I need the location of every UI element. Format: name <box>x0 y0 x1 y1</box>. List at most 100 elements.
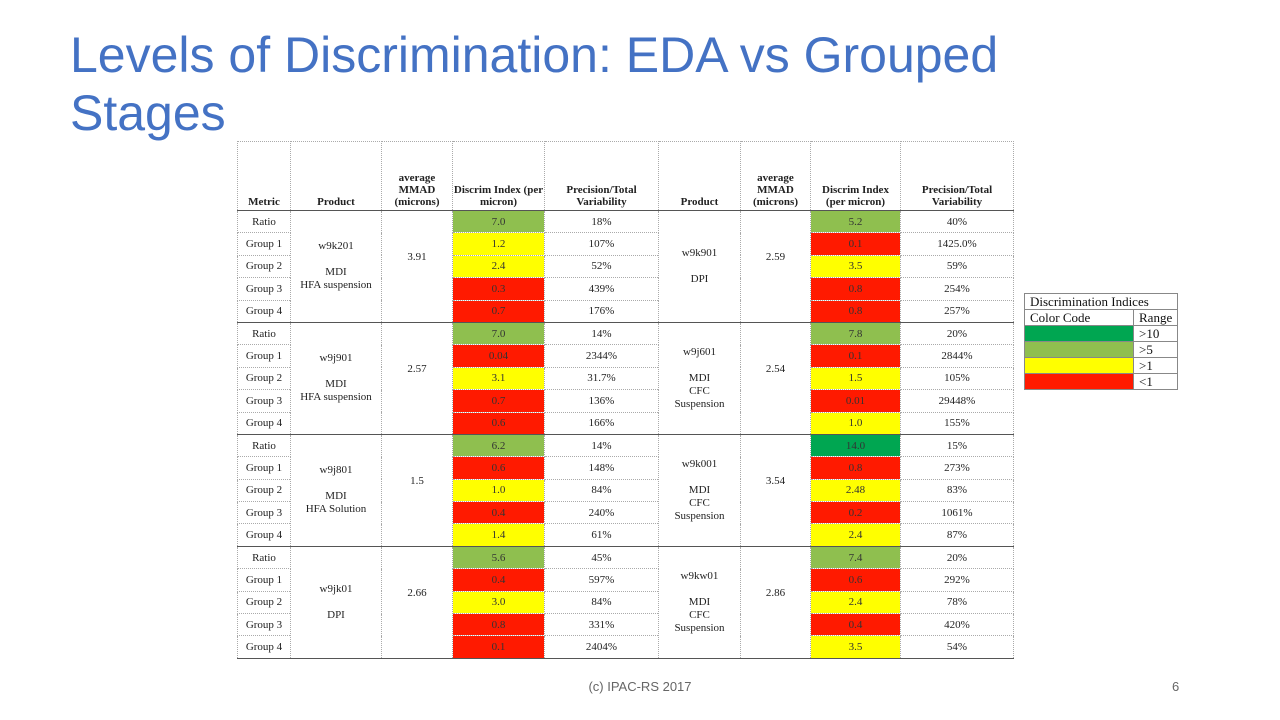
product-line: MDI <box>325 490 347 503</box>
column-header: average MMAD (microns) <box>381 141 453 211</box>
legend-range: >1 <box>1132 357 1179 374</box>
discrim-index-cell: 0.8 <box>452 613 545 637</box>
product-line: w9j801 <box>319 464 353 477</box>
product-line: w9k201 <box>318 240 354 253</box>
table-header-row: Metric Product average MMAD (microns) Discr… <box>237 141 1014 211</box>
metric-cell: Ratio <box>237 209 291 234</box>
metric-cell: Group 1 <box>237 344 291 368</box>
metric-cell: Group 3 <box>237 277 291 301</box>
metric-cell: Group 3 <box>237 501 291 525</box>
discrim-index-cell: 7.8 <box>810 321 901 346</box>
precision-cell: 14% <box>544 433 659 458</box>
legend-title: Discrimination Indices <box>1023 293 1179 310</box>
table-row: Group 2 3.1 31.7% 1.5 105% <box>237 366 1014 391</box>
column-header: Precision/Total Variability <box>544 141 659 211</box>
legend-swatch <box>1024 373 1134 390</box>
precision-cell: 84% <box>544 478 659 503</box>
precision-cell: 136% <box>544 389 659 413</box>
discrim-index-cell: 0.7 <box>452 389 545 413</box>
table-row: Group 2 1.0 84% 2.48 83% <box>237 478 1014 503</box>
precision-cell: 597% <box>544 568 659 592</box>
product-line: HFA Solution <box>305 503 367 516</box>
precision-cell: 176% <box>544 299 659 323</box>
legend-row: >5 <box>1024 341 1179 358</box>
discrim-index-cell: 3.1 <box>452 366 545 391</box>
legend-swatch <box>1024 341 1134 358</box>
product-line: w9jk01 <box>319 582 353 595</box>
legend-header: Color Code <box>1024 309 1134 326</box>
product-line: Suspension <box>674 621 725 634</box>
product-line: MDI <box>688 483 711 496</box>
discrimination-table: Metric Product average MMAD (microns) Discr… <box>237 141 1014 659</box>
legend-row: <1 <box>1024 373 1179 390</box>
discrim-index-cell: 0.3 <box>452 277 545 301</box>
legend-row: >10 <box>1024 325 1179 342</box>
mmad-cell: 3.91 <box>381 210 453 323</box>
precision-cell: 292% <box>900 568 1014 592</box>
discrim-index-cell: 0.1 <box>810 232 901 256</box>
table-row: Group 3 0.4 240% 0.2 1061% <box>237 501 1014 525</box>
legend-range: >5 <box>1132 341 1179 358</box>
metric-cell: Group 1 <box>237 456 291 480</box>
product-cell: w9j601 MDI CFC Suspension <box>658 321 741 435</box>
precision-cell: 1061% <box>900 501 1014 525</box>
mmad-cell: 2.66 <box>381 545 453 659</box>
product-line: MDI <box>325 266 347 279</box>
precision-cell: 31.7% <box>544 366 659 391</box>
precision-cell: 14% <box>544 321 659 346</box>
mmad-cell: 3.54 <box>740 433 811 547</box>
mmad-cell: 2.54 <box>740 321 811 435</box>
legend-swatch <box>1024 325 1134 342</box>
discrim-index-cell: 0.04 <box>452 344 545 368</box>
discrim-index-cell: 3.5 <box>810 254 901 279</box>
precision-cell: 273% <box>900 456 1014 480</box>
mmad-cell: 2.59 <box>740 210 811 323</box>
precision-cell: 155% <box>900 411 1014 435</box>
legend-title-row: Discrimination Indices <box>1023 293 1179 310</box>
legend-range: <1 <box>1132 373 1179 390</box>
table-row: Group 3 0.7 136% 0.01 29448% <box>237 389 1014 413</box>
metric-cell: Group 2 <box>237 478 291 503</box>
product-cell: w9j801 MDI HFA Solution <box>290 433 382 547</box>
precision-cell: 240% <box>544 501 659 525</box>
column-header: Discrim Index (per micron) <box>810 141 901 211</box>
discrim-index-cell: 0.6 <box>810 568 901 592</box>
metric-cell: Group 3 <box>237 613 291 637</box>
discrim-index-cell: 1.2 <box>452 232 545 256</box>
discrim-index-cell: 1.4 <box>452 523 545 547</box>
product-line: w9k901 <box>681 246 718 259</box>
precision-cell: 18% <box>544 209 659 234</box>
discrim-index-cell: 7.0 <box>452 321 545 346</box>
precision-cell: 45% <box>544 545 659 570</box>
product-line: MDI <box>688 371 711 384</box>
product-cell: w9k901 DPI <box>658 210 741 323</box>
product-line: w9j901 <box>319 352 353 365</box>
product-cell: w9k001 MDI CFC Suspension <box>658 433 741 547</box>
discrim-index-cell: 5.6 <box>452 545 545 570</box>
table-row: Group 1 0.04 2344% 0.1 2844% <box>237 344 1014 368</box>
table-row: Group 3 0.3 439% 0.8 254% <box>237 277 1014 301</box>
discrim-index-cell: 2.4 <box>452 254 545 279</box>
product-line: MDI <box>688 595 711 608</box>
metric-cell: Group 4 <box>237 411 291 435</box>
metric-cell: Ratio <box>237 433 291 458</box>
precision-cell: 54% <box>900 635 1014 659</box>
product-line: HFA suspension <box>300 391 372 404</box>
discrim-index-cell: 2.4 <box>810 590 901 615</box>
discrim-index-cell: 1.5 <box>810 366 901 391</box>
precision-cell: 15% <box>900 433 1014 458</box>
legend-table: Discrimination Indices Color Code Range >10… <box>1023 293 1179 390</box>
product-line: MDI <box>325 378 347 391</box>
table-row: Ratio w9j901 MDI HFA suspension 2.57 7.0 14% w9… <box>237 321 1014 435</box>
footer: (c) IPAC-RS 2017 <box>588 679 692 694</box>
table-row: Group 3 0.8 331% 0.4 420% <box>237 613 1014 637</box>
discrim-index-cell: 0.4 <box>452 501 545 525</box>
mmad-cell: 2.86 <box>740 545 811 659</box>
discrim-index-cell: 3.5 <box>810 635 901 659</box>
precision-cell: 1425.0% <box>900 232 1014 256</box>
column-header: Metric <box>237 141 291 211</box>
discrim-index-cell: 6.2 <box>452 433 545 458</box>
column-header: Precision/Total Variability <box>900 141 1014 211</box>
precision-cell: 257% <box>900 299 1014 323</box>
column-header: average MMAD (microns) <box>740 141 811 211</box>
